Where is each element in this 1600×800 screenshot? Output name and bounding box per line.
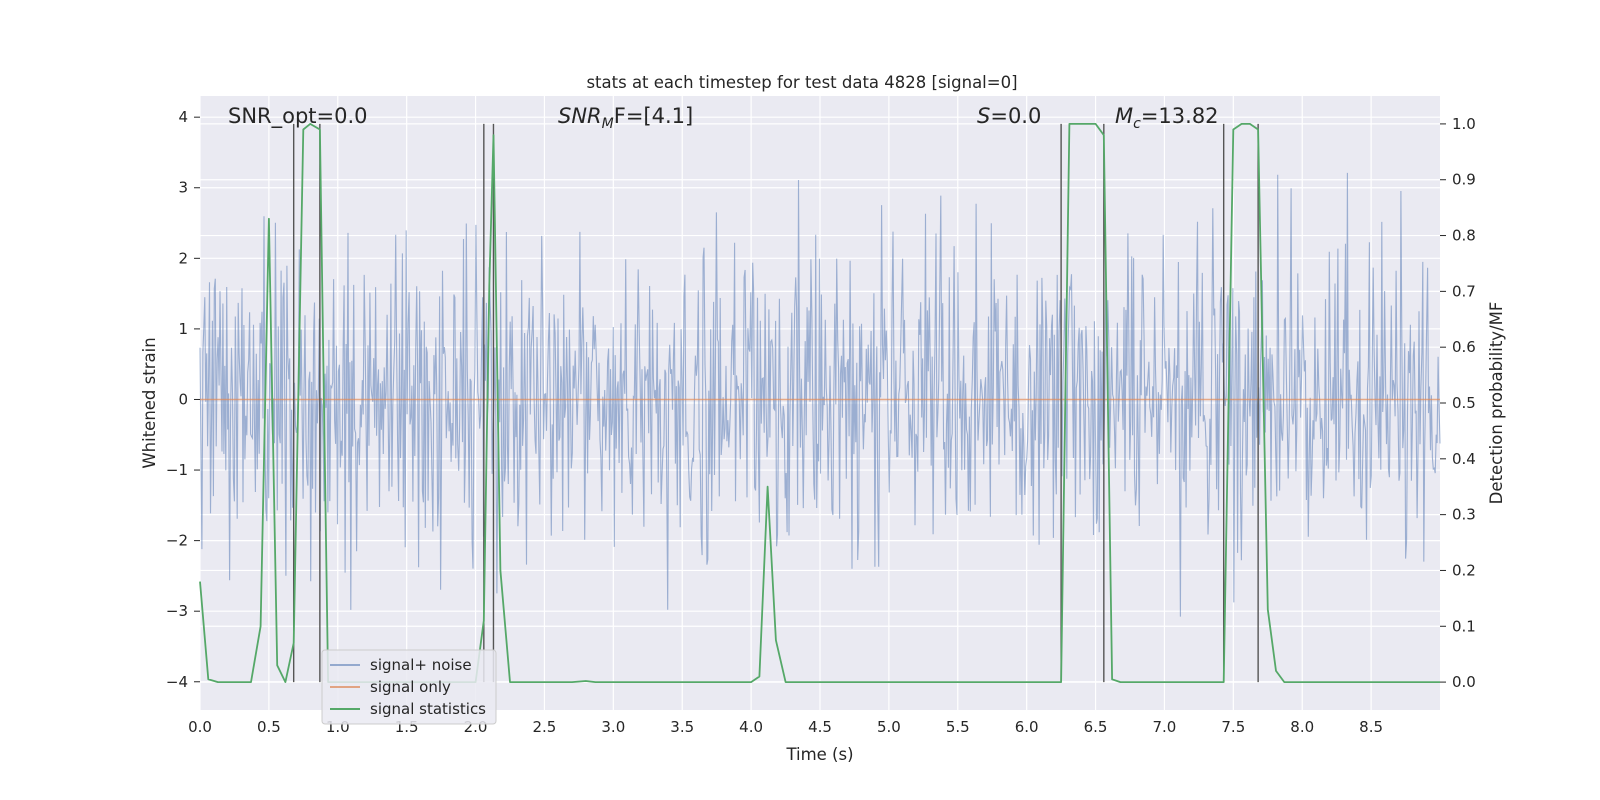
y-tick-label: 3 — [178, 179, 188, 197]
y2-axis-ticks: 1.0 0.9 0.8 0.7 0.6 0.5 0.4 0.3 0.2 0.1 0.0 — [1440, 115, 1476, 691]
stats-line — [199, 123, 1440, 683]
y2-tick-label: 0.0 — [1452, 673, 1476, 691]
x-tick-label: 8.0 — [1290, 718, 1314, 736]
detection-vlines — [292, 123, 1259, 683]
annotation-snr-mf-rest: F=[4.1] — [614, 104, 693, 128]
x-tick-label: 5.0 — [877, 718, 901, 736]
y2-tick-label: 0.2 — [1452, 561, 1476, 579]
y2-tick-label: 0.1 — [1452, 617, 1476, 635]
y-tick-label: −4 — [166, 673, 188, 691]
signal-noise-series — [199, 172, 1441, 617]
x-tick-label: 6.0 — [1015, 718, 1039, 736]
y-axis-ticks: 4 3 2 1 0 −1 −2 −3 −4 — [166, 108, 200, 691]
x-axis-label: Time (s) — [785, 745, 853, 764]
plot-area — [199, 96, 1441, 710]
legend-label-stats: signal statistics — [370, 700, 486, 718]
annotation-mc-rest: =13.82 — [1141, 104, 1219, 128]
x-tick-label: 5.5 — [946, 718, 970, 736]
y2-tick-label: 0.8 — [1452, 227, 1476, 245]
y2-tick-label: 0.9 — [1452, 171, 1476, 189]
y2-tick-label: 0.3 — [1452, 506, 1476, 524]
noise-line — [199, 172, 1441, 617]
legend: signal+ noise signal only signal statist… — [321, 649, 497, 725]
annotation-mc: Mc=13.82 — [1115, 104, 1219, 132]
y2-tick-label: 0.4 — [1452, 450, 1476, 468]
annotation-snr-mf: SNRMF=[4.1] — [558, 104, 693, 132]
annotation-s-rest: =0.0 — [990, 104, 1041, 128]
y-tick-label: −1 — [166, 461, 188, 479]
y-tick-label: 0 — [178, 390, 188, 408]
x-tick-label: 0.5 — [257, 718, 281, 736]
x-tick-label: 7.0 — [1153, 718, 1177, 736]
x-tick-label: 0.0 — [188, 718, 212, 736]
annotation-snr-opt: SNR_opt=0.0 — [228, 104, 368, 129]
x-tick-label: 6.5 — [1084, 718, 1108, 736]
x-tick-label: 4.0 — [739, 718, 763, 736]
y2-axis-label: Detection probability/MF — [1487, 302, 1506, 505]
x-tick-label: 8.5 — [1359, 718, 1383, 736]
annotation-snr-mf-name: SNR — [558, 104, 602, 128]
x-tick-label: 2.5 — [533, 718, 557, 736]
y2-tick-label: 0.6 — [1452, 338, 1476, 356]
annotation-mc-sub: c — [1133, 116, 1141, 132]
x-tick-label: 3.5 — [670, 718, 694, 736]
y-tick-label: 2 — [178, 249, 188, 267]
y-tick-label: −2 — [166, 532, 188, 550]
y2-tick-label: 1.0 — [1452, 115, 1476, 133]
y-tick-label: 4 — [178, 108, 188, 126]
y2-tick-label: 0.7 — [1452, 282, 1476, 300]
chart-title: stats at each timestep for test data 482… — [586, 73, 1017, 92]
annotation-s: S=0.0 — [977, 104, 1041, 128]
x-tick-label: 3.0 — [601, 718, 625, 736]
y-tick-label: −3 — [166, 602, 188, 620]
annotation-snr-mf-sub: M — [602, 116, 614, 132]
legend-label-signal-only: signal only — [370, 678, 451, 696]
legend-box — [321, 649, 497, 725]
annotation-s-name: S — [977, 104, 990, 128]
y-tick-label: 1 — [178, 320, 188, 338]
signal-statistics-series — [199, 123, 1440, 683]
y-axis-label: Whitened strain — [140, 337, 159, 468]
x-axis-ticks: 0.0 0.5 1.0 1.5 2.0 2.5 3.0 3.5 4.0 4.5 5.0 5.5 6.0 6… — [188, 718, 1383, 736]
y2-tick-label: 0.5 — [1452, 394, 1476, 412]
x-tick-label: 4.5 — [808, 718, 832, 736]
annotation-mc-name: M — [1115, 104, 1133, 128]
x-tick-label: 7.5 — [1221, 718, 1245, 736]
legend-label-noise: signal+ noise — [370, 656, 472, 674]
